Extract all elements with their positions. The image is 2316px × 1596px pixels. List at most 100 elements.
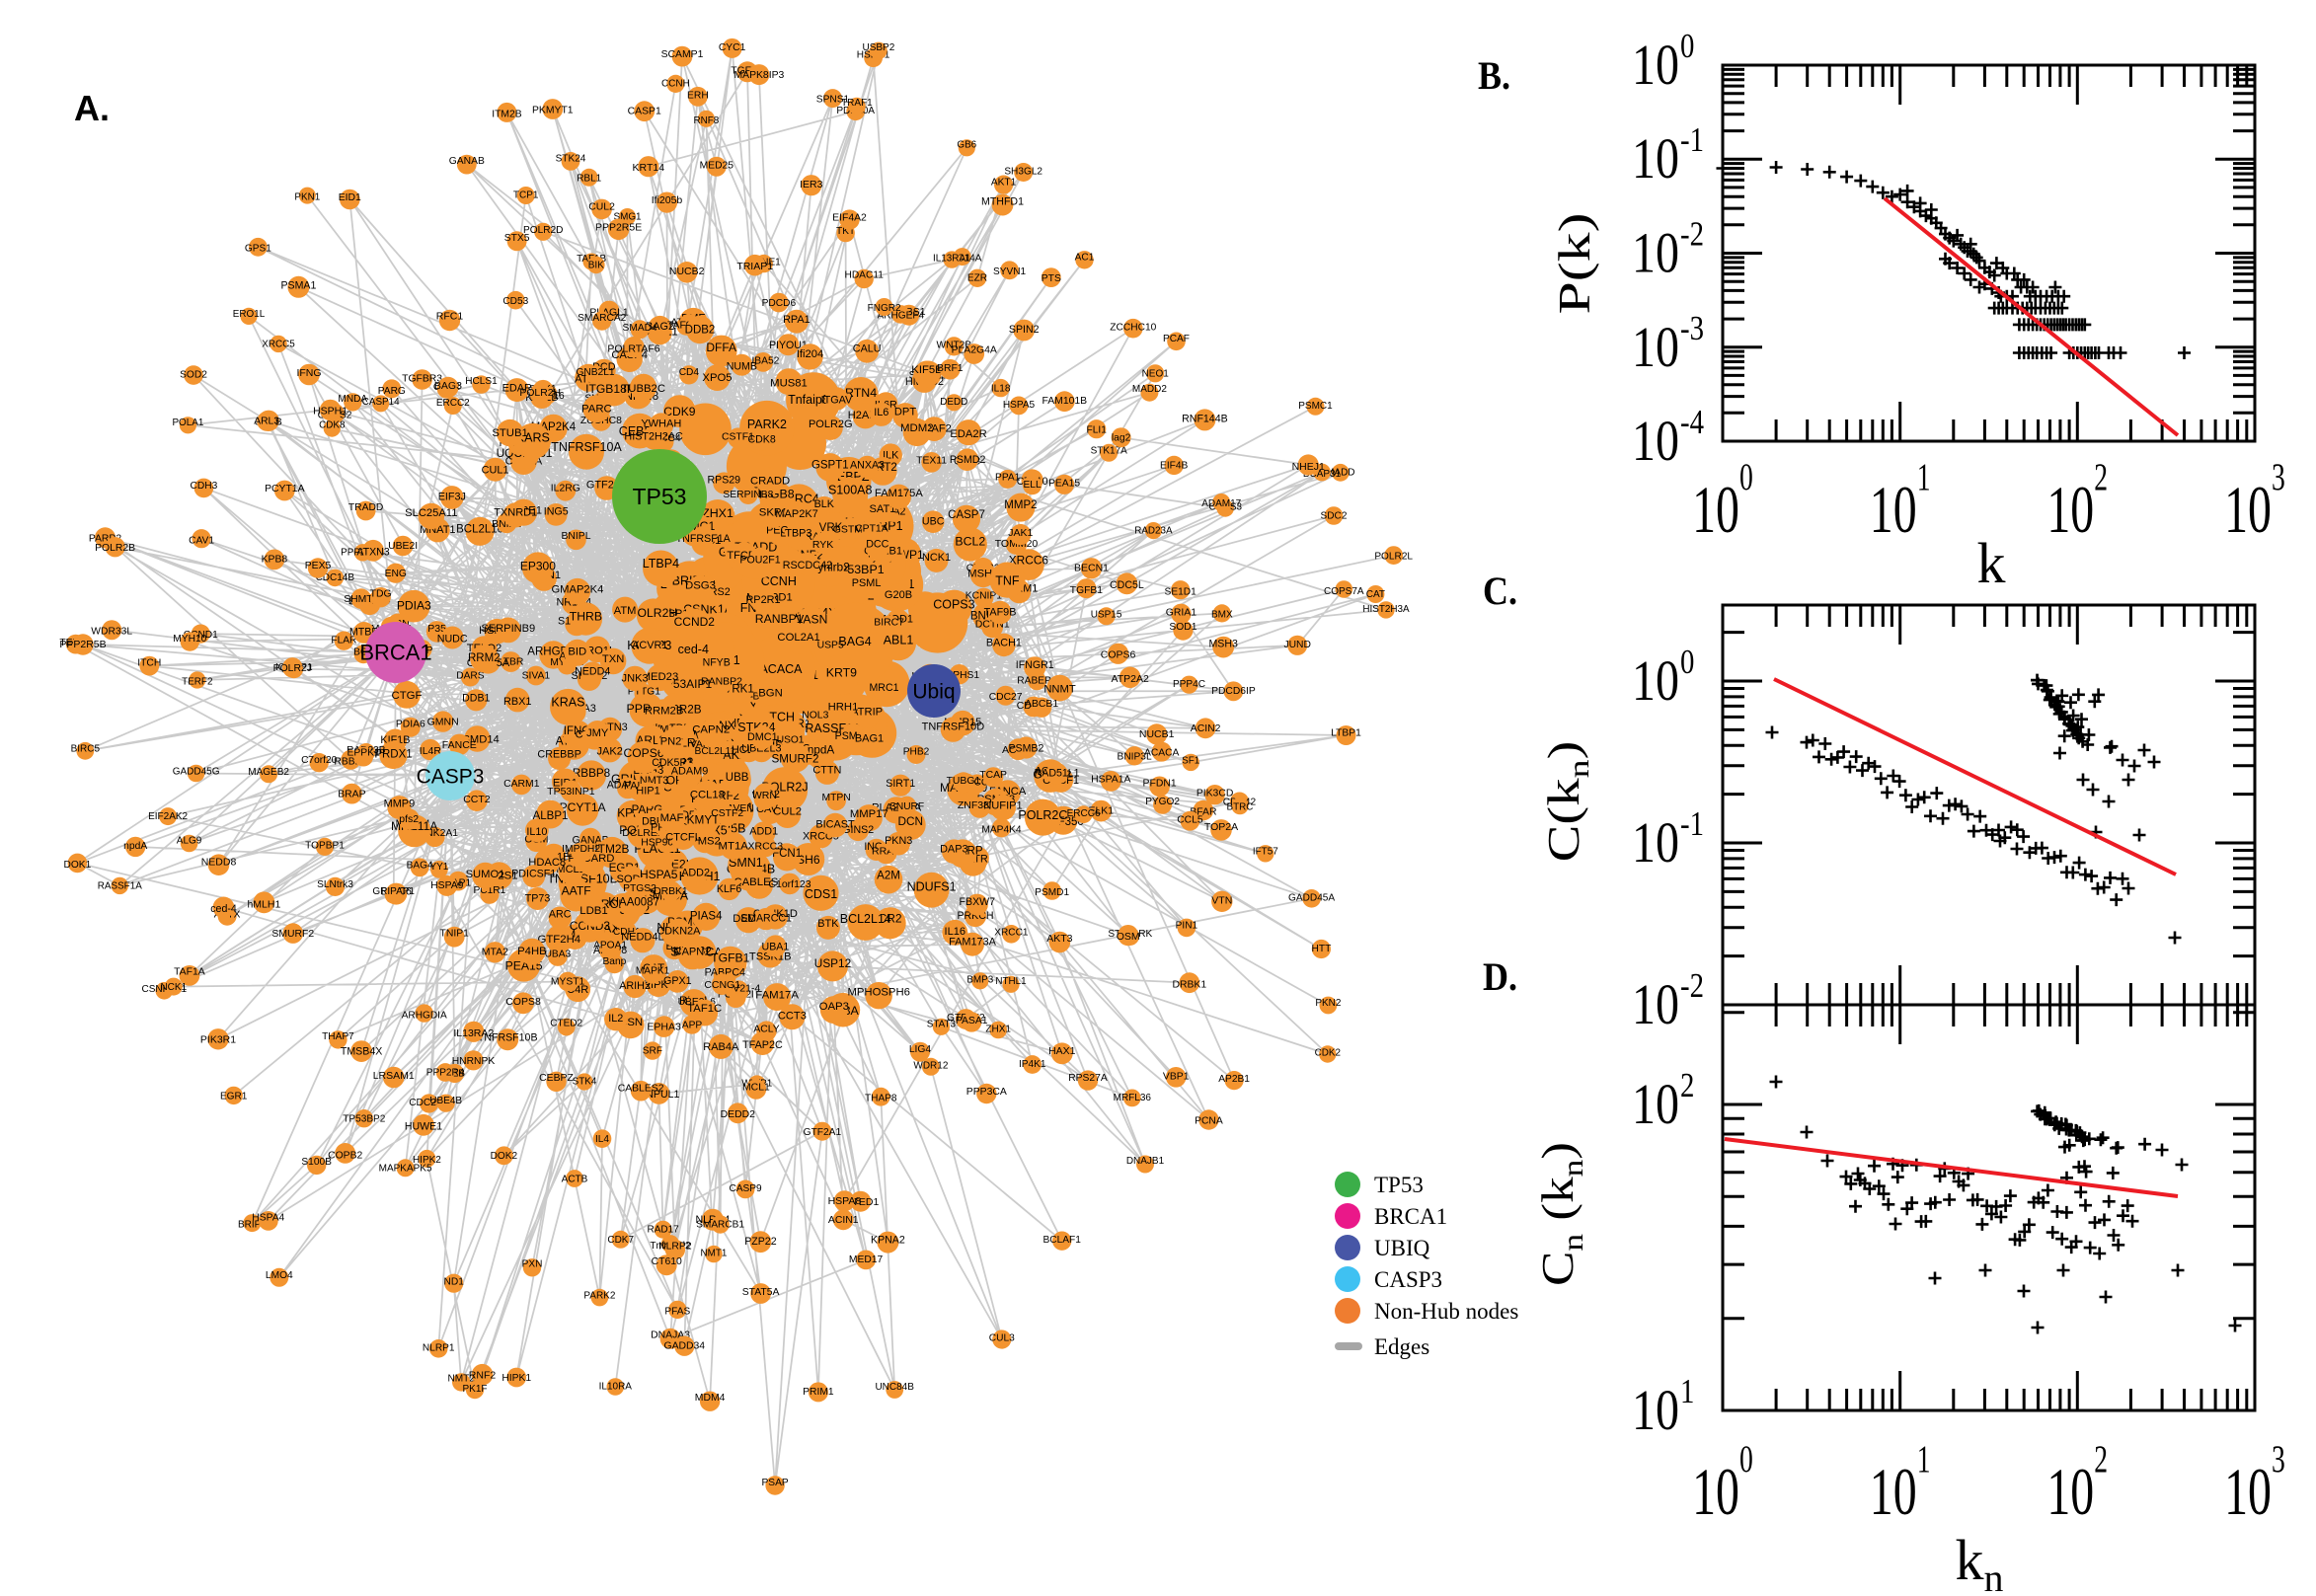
svg-text:HSP90AA1: HSP90AA1	[641, 838, 693, 849]
svg-text:MAPK8IP3: MAPK8IP3	[733, 70, 784, 81]
svg-text:G20B: G20B	[885, 589, 912, 601]
svg-text:BRAP: BRAP	[338, 790, 365, 800]
svg-text:10: 10	[1632, 810, 1679, 875]
svg-text:PPP2R5B: PPP2R5B	[59, 639, 106, 650]
svg-text:SMARCC1: SMARCC1	[740, 913, 792, 925]
svg-text:IFNGR1: IFNGR1	[1016, 659, 1054, 671]
svg-text:MCL1: MCL1	[742, 1083, 770, 1094]
svg-text:STK4: STK4	[573, 1077, 597, 1088]
svg-text:IFNG: IFNG	[296, 367, 321, 379]
svg-text:CAV1: CAV1	[189, 536, 214, 547]
svg-text:CD53: CD53	[502, 296, 528, 307]
svg-text:GADD45A: GADD45A	[1288, 892, 1335, 903]
svg-text:KIF5B: KIF5B	[911, 364, 942, 376]
svg-text:DOK2: DOK2	[491, 1151, 518, 1162]
svg-text:DPT: DPT	[894, 407, 916, 418]
svg-text:RSCDC42: RSCDC42	[783, 560, 832, 571]
svg-text:CCL5: CCL5	[1177, 815, 1203, 826]
svg-text:BRCA1: BRCA1	[359, 641, 431, 665]
svg-text:CTTN: CTTN	[812, 764, 841, 776]
svg-text:ZCCHC10: ZCCHC10	[1110, 322, 1156, 333]
svg-text:RPS27A: RPS27A	[1068, 1073, 1108, 1084]
svg-text:CTED2: CTED2	[550, 1019, 582, 1029]
svg-text:ARHGDIA: ARHGDIA	[402, 1010, 447, 1021]
svg-text:LTBP3: LTBP3	[780, 528, 811, 540]
svg-text:Dynlrb2: Dynlrb2	[810, 560, 850, 573]
svg-text:P35: P35	[427, 623, 446, 635]
svg-text:KLF6: KLF6	[717, 883, 741, 895]
svg-text:IL10: IL10	[526, 826, 547, 838]
svg-text:DNAJB1: DNAJB1	[1126, 1156, 1165, 1167]
svg-text:10: 10	[1870, 473, 1917, 547]
svg-text:ALBP1: ALBP1	[533, 810, 569, 822]
svg-text:RASSF1A: RASSF1A	[98, 881, 142, 892]
svg-text:CDK7: CDK7	[607, 1235, 634, 1246]
svg-text:ATRIP: ATRIP	[851, 707, 883, 719]
svg-text:TCAP: TCAP	[979, 770, 1007, 781]
svg-text:HCLS1: HCLS1	[465, 376, 498, 387]
svg-text:10: 10	[1632, 1378, 1679, 1443]
svg-text:CCL18: CCL18	[690, 789, 725, 800]
svg-text:10: 10	[1632, 314, 1679, 379]
svg-text:MED17: MED17	[849, 1254, 884, 1265]
svg-text:IL2: IL2	[608, 1013, 623, 1025]
svg-text:FLI1: FLI1	[1087, 425, 1108, 436]
svg-text:THRB: THRB	[570, 609, 602, 623]
svg-text:ITCH: ITCH	[137, 657, 161, 668]
svg-text:HIST2H3A: HIST2H3A	[1362, 604, 1410, 615]
svg-text:APOA1: APOA1	[593, 940, 627, 950]
svg-text:CCNH: CCNH	[661, 79, 690, 90]
svg-text:TMSB4X: TMSB4X	[341, 1046, 382, 1058]
svg-text:BCAP31: BCAP31	[1303, 469, 1342, 480]
svg-text:RRM2: RRM2	[468, 652, 501, 664]
svg-text:PCNA: PCNA	[1195, 1115, 1223, 1126]
svg-text:SPIN2: SPIN2	[1009, 324, 1040, 336]
svg-text:PASA1: PASA1	[956, 1016, 988, 1026]
svg-text:SH3GL2: SH3GL2	[1004, 166, 1042, 177]
svg-text:S100A8: S100A8	[828, 483, 873, 496]
svg-text:PIYOU1: PIYOU1	[769, 340, 808, 351]
svg-text:pfs2: pfs2	[399, 813, 419, 825]
svg-text:ALG9: ALG9	[177, 835, 202, 846]
svg-text:-4: -4	[1680, 402, 1704, 440]
svg-text:XRCC1: XRCC1	[994, 928, 1029, 939]
svg-text:AVEN: AVEN	[727, 803, 753, 814]
svg-text:P4HB: P4HB	[517, 946, 547, 957]
svg-text:C.: C.	[1483, 570, 1517, 613]
svg-text:FNGR2: FNGR2	[868, 303, 901, 314]
svg-text:WRN: WRN	[752, 790, 777, 801]
svg-text:DCC: DCC	[866, 538, 888, 550]
svg-text:D.: D.	[1483, 955, 1517, 999]
svg-text:-3: -3	[1680, 308, 1704, 346]
svg-text:BC2: BC2	[353, 647, 373, 658]
svg-text:POLR2G: POLR2G	[809, 418, 853, 430]
svg-text:ARL3: ARL3	[254, 416, 279, 426]
svg-text:ACIN1: ACIN1	[828, 1215, 859, 1226]
svg-text:CCT2: CCT2	[463, 794, 491, 805]
svg-text:TGFB1: TGFB1	[711, 951, 749, 965]
svg-text:BIRC5: BIRC5	[71, 744, 101, 755]
svg-text:NNMT: NNMT	[1043, 684, 1075, 696]
svg-text:MED25: MED25	[700, 160, 734, 171]
svg-text:IER3: IER3	[800, 179, 823, 190]
svg-text:TEX11: TEX11	[916, 455, 947, 466]
svg-text:RANBP1: RANBP1	[755, 612, 804, 626]
svg-text:-2: -2	[1680, 214, 1704, 253]
svg-text:KRT14: KRT14	[633, 162, 665, 174]
svg-text:k: k	[1977, 531, 2006, 595]
svg-text:TAF9B: TAF9B	[984, 607, 1017, 619]
svg-text:BAG2: BAG2	[646, 321, 674, 333]
svg-text:BRCC3: BRCC3	[960, 778, 994, 789]
svg-text:PEA15: PEA15	[1048, 478, 1080, 489]
svg-text:GRIPAP1: GRIPAP1	[372, 886, 415, 897]
svg-text:SKP1: SKP1	[759, 507, 788, 519]
svg-text:RAD51L1: RAD51L1	[1035, 768, 1080, 780]
svg-text:UBA52: UBA52	[747, 356, 780, 367]
svg-text:VASN: VASN	[796, 613, 827, 627]
svg-text:CAT: CAT	[1366, 589, 1385, 600]
svg-text:10: 10	[1632, 1072, 1679, 1137]
svg-text:DRBK1: DRBK1	[654, 886, 688, 897]
svg-text:NEO1: NEO1	[1142, 369, 1170, 380]
svg-text:KPB8: KPB8	[262, 554, 288, 565]
svg-text:PTS: PTS	[1042, 273, 1061, 284]
